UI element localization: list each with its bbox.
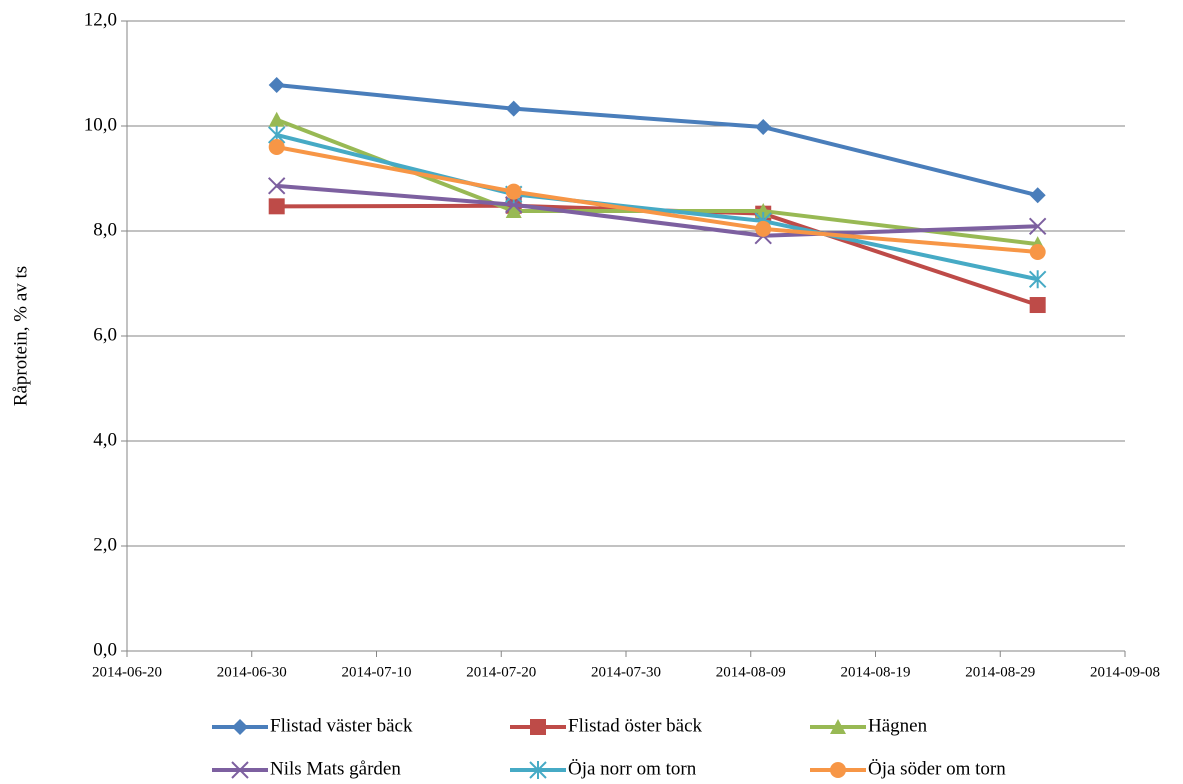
x-tick-label: 2014-08-09 — [716, 664, 786, 680]
legend-label: Öja söder om torn — [868, 758, 1006, 779]
marker — [1028, 270, 1047, 289]
legend-item: Öja norr om torn — [510, 758, 697, 779]
legend-item: Nils Mats gården — [212, 758, 401, 779]
marker — [505, 183, 522, 200]
marker — [755, 203, 772, 219]
series-line — [276, 83, 1039, 198]
marker — [530, 719, 546, 735]
x-tick-label: 2014-07-20 — [466, 664, 536, 680]
legend-item: Flistad öster bäck — [510, 715, 703, 736]
marker — [1029, 297, 1046, 314]
marker — [268, 139, 285, 155]
marker — [830, 719, 846, 734]
series-line — [275, 117, 1038, 247]
marker — [232, 719, 248, 735]
marker — [267, 177, 286, 195]
legend-label: Flistad öster bäck — [568, 715, 703, 736]
marker — [1029, 244, 1046, 260]
y-tick-label: 4,0 — [93, 429, 117, 450]
y-tick-label: 6,0 — [93, 324, 117, 345]
y-tick-label: 10,0 — [84, 114, 117, 135]
marker — [529, 761, 547, 779]
legend-label: Nils Mats gården — [270, 758, 401, 779]
legend-item: Flistad väster bäck — [212, 715, 413, 736]
y-tick-label: 12,0 — [84, 9, 117, 30]
marker — [1028, 217, 1047, 235]
marker — [268, 198, 285, 215]
legend-label: Hägnen — [868, 715, 928, 736]
marker — [755, 119, 772, 136]
marker — [268, 111, 285, 127]
x-tick-label: 2014-06-20 — [92, 664, 162, 680]
marker — [505, 203, 522, 219]
x-tick-label: 2014-06-30 — [217, 664, 287, 680]
legend-label: Öja norr om torn — [568, 758, 697, 779]
y-axis-label: Råprotein, % av ts — [10, 266, 31, 406]
marker — [231, 761, 249, 779]
y-tick-label: 8,0 — [93, 219, 117, 240]
legend-label: Flistad väster bäck — [270, 715, 413, 736]
x-tick-label: 2014-08-29 — [965, 664, 1035, 680]
y-tick-label: 0,0 — [93, 639, 117, 660]
marker — [1029, 187, 1046, 204]
legend-item: Hägnen — [810, 715, 928, 736]
marker — [830, 762, 846, 778]
series-line — [276, 183, 1038, 238]
marker — [505, 100, 522, 117]
marker — [755, 220, 772, 237]
x-tick-label: 2014-07-10 — [342, 664, 412, 680]
series-line — [276, 132, 1039, 282]
marker — [268, 77, 285, 94]
x-tick-label: 2014-07-30 — [591, 664, 661, 680]
legend-item: Öja söder om torn — [810, 758, 1006, 779]
x-tick-label: 2014-08-19 — [841, 664, 911, 680]
x-tick-label: 2014-09-08 — [1090, 664, 1160, 680]
series-line — [276, 145, 1038, 254]
y-tick-label: 2,0 — [93, 534, 117, 555]
